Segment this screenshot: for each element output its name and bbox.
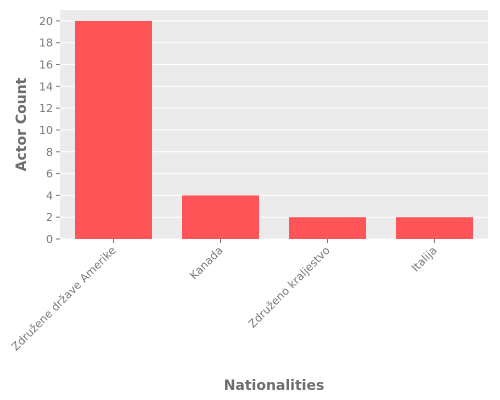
y-tick-label: 4: [46, 189, 53, 202]
x-tick-label: Italija: [409, 244, 440, 275]
y-tick-label: 0: [46, 233, 53, 246]
y-tick-label: 6: [46, 168, 53, 181]
x-tick-label: Združeno kraljestvo: [246, 244, 333, 331]
x-axis-title: Nationalities: [224, 378, 325, 394]
x-tick-label: Združene države Amerike: [9, 244, 119, 354]
bar: [181, 195, 260, 239]
y-tick-labels: 0 2 4 6 8 10 12 14 16 18 20: [39, 15, 60, 246]
y-tick-label: 16: [39, 59, 53, 72]
bar: [395, 217, 474, 239]
bar: [288, 217, 367, 239]
y-tick-label: 20: [39, 15, 53, 28]
bar: [74, 20, 153, 240]
y-axis-title: Actor Count: [14, 77, 30, 171]
x-tick-label: Kanada: [187, 244, 225, 282]
y-tick-label: 14: [39, 80, 53, 93]
y-tick-label: 18: [39, 37, 53, 50]
bars: [74, 20, 474, 240]
y-tick-label: 12: [39, 102, 53, 115]
x-tick-labels: Združene države Amerike Kanada Združeno kr…: [9, 239, 440, 353]
y-tick-label: 8: [46, 146, 53, 159]
y-tick-label: 2: [46, 211, 53, 224]
y-tick-label: 10: [39, 124, 53, 137]
